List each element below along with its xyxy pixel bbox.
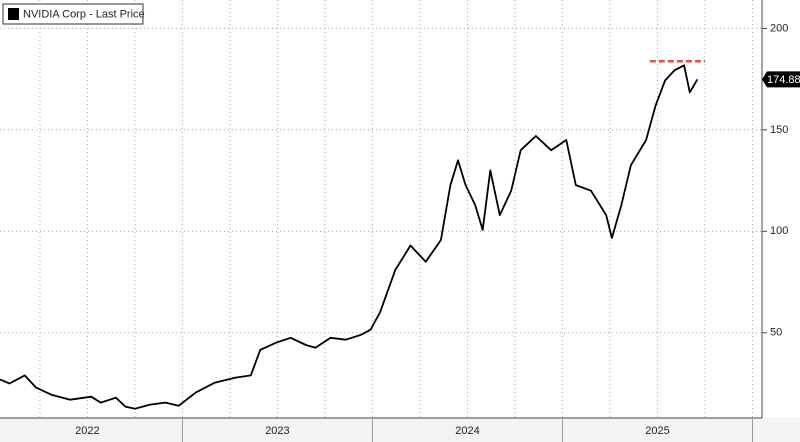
price-line [0, 64, 699, 410]
legend-label: NVIDIA Corp - Last Price [23, 8, 145, 20]
x-tick-label: 2022 [75, 425, 99, 437]
last-price-box [762, 71, 800, 88]
x-tick-label: 2025 [645, 425, 669, 437]
legend-swatch [8, 8, 19, 20]
x-axis-band [0, 418, 800, 442]
x-tick-label: 2023 [265, 425, 289, 437]
y-tick-label: 200 [770, 22, 788, 34]
x-tick-label: 2024 [455, 425, 479, 437]
y-tick-label: 150 [770, 124, 788, 136]
legend [2, 3, 144, 25]
last-price-label: 174.88 [767, 74, 800, 86]
y-tick-label: 100 [770, 225, 788, 237]
y-tick-label: 50 [770, 327, 782, 339]
